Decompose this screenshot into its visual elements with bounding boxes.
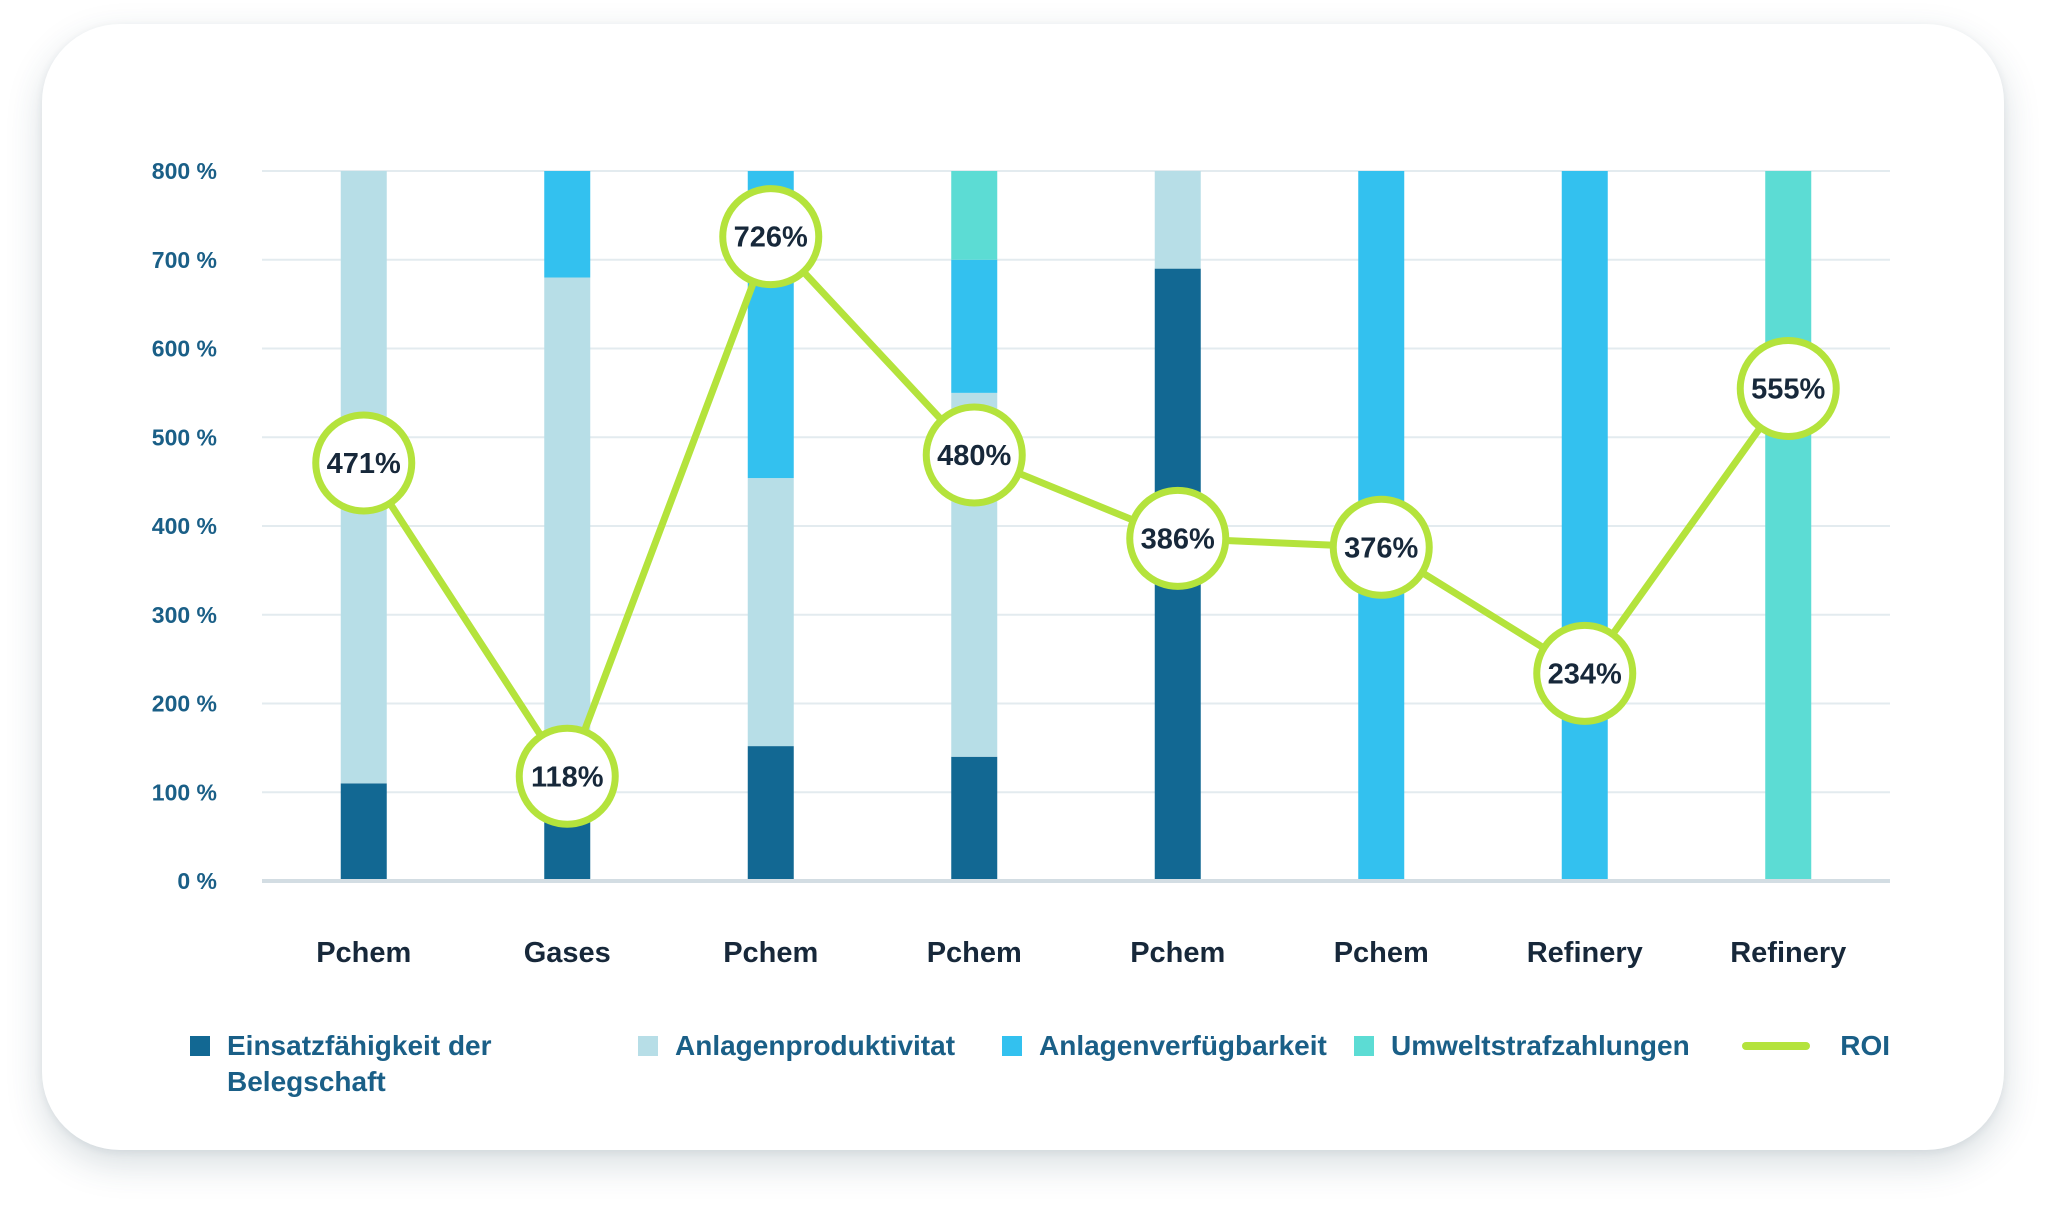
roi-line-series: 471% 118% 726% 480% 386% 376% 234% 555% [312,185,1840,828]
roi-data-label: 471% [327,448,401,480]
bar-segment-einsatzfahigkeit-der-belegschaft [340,783,387,881]
x-category-label: Pchem [723,937,818,969]
y-tick-label: 400 % [152,513,217,539]
x-category-label: Pchem [927,937,1022,969]
roi-data-label: 726% [734,222,808,254]
roi-point-marker [922,403,1026,507]
legend-label-roi: ROI [1840,1030,1890,1061]
roi-point-marker [1736,336,1840,440]
x-category-label: Pchem [316,937,411,969]
y-tick-label: 600 % [152,336,217,362]
roi-point-marker [1533,621,1637,725]
x-category-label: Refinery [1730,937,1846,969]
legend-label-einsatzfahigkeit-der-belegschaft: Einsatzfähigkeit der Belegschaft [227,1030,492,1097]
legend: Einsatzfähigkeit der Belegschaft Anlagenpr… [190,1030,1890,1097]
roi-point-marker [719,185,823,289]
bar-segment-anlagenverfugbarkeit [951,259,998,393]
x-category-label: Pchem [1130,937,1225,969]
legend-swatch-anlagenproduktivitat [638,1036,658,1056]
grid-lines [262,170,1890,794]
x-category-label: Gases [524,937,611,969]
bar-segment-anlagenproduktivitat [1154,171,1201,269]
legend-label-anlagenverfugbarkeit: Anlagenverfügbarkeit [1039,1030,1327,1061]
bar-segment-anlagenverfugbarkeit [544,171,591,278]
bar-series [340,171,1812,881]
y-tick-label: 800 % [152,158,217,184]
y-tick-label: 300 % [152,602,217,628]
roi-data-label: 118% [531,761,604,793]
roi-data-label: 555% [1751,373,1825,405]
roi-point-marker [312,411,416,515]
bar-segment-anlagenproduktivitat [544,277,591,784]
bar-segment-umweltstrafzahlungen [1765,171,1812,881]
y-axis: 0 % 100 % 200 % 300 % 400 % 500 % 600 % 700 % 80… [152,158,217,894]
roi-data-label: 386% [1141,523,1215,555]
x-axis: Pchem Gases Pchem Pchem Pchem Pchem Refinery Re… [316,937,1846,969]
y-tick-label: 200 % [152,691,217,717]
y-tick-label: 100 % [152,779,217,805]
legend-swatch-anlagenverfugbarkeit [1002,1036,1022,1056]
bar-segment-anlagenproduktivitat [747,478,794,747]
roi-point-marker [1126,486,1230,590]
x-category-label: Pchem [1334,937,1429,969]
roi-point-marker [1329,495,1433,599]
roi-data-label: 376% [1344,532,1418,564]
bar-segment-anlagenverfugbarkeit [1561,171,1608,881]
legend-label-umweltstrafzahlungen: Umweltstrafzahlungen [1391,1030,1690,1061]
roi-point-marker [515,724,619,828]
bar-segment-einsatzfahigkeit-der-belegschaft [747,746,794,881]
legend-swatch-einsatzfahigkeit-der-belegschaft [190,1036,210,1056]
x-category-label: Refinery [1527,937,1643,969]
bar-segment-umweltstrafzahlungen [951,171,998,260]
bar-segment-einsatzfahigkeit-der-belegschaft [951,756,998,881]
roi-data-label: 480% [937,440,1011,472]
legend-label-anlagenproduktivitat: Anlagenproduktivitat [675,1030,955,1061]
roi-data-label: 234% [1548,658,1622,690]
y-tick-label: 700 % [152,247,217,273]
legend-swatch-umweltstrafzahlungen [1354,1036,1374,1056]
y-tick-label: 500 % [152,424,217,450]
y-tick-label: 0 % [177,868,217,894]
